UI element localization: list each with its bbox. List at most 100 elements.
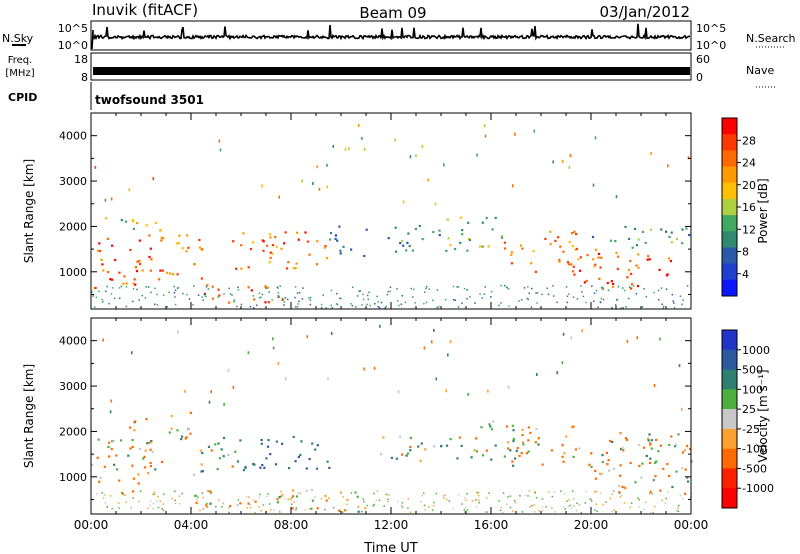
nave-tick-top: 60: [696, 53, 710, 66]
radar-cell: [508, 305, 510, 308]
radar-cell: [608, 469, 611, 472]
radar-cell: [134, 266, 137, 269]
radar-cell: [463, 287, 466, 290]
radar-cell: [111, 278, 114, 281]
radar-cell: [546, 287, 548, 289]
radar-cell: [679, 295, 682, 297]
radar-cell: [423, 346, 426, 350]
radar-cell: [294, 460, 297, 463]
radar-cell: [615, 304, 617, 306]
radar-cell: [444, 298, 447, 301]
radar-cell: [616, 267, 619, 270]
radar-cell: [552, 295, 555, 297]
radar-cell: [231, 465, 234, 468]
radar-cell: [501, 511, 504, 514]
radar-cell: [197, 496, 199, 498]
radar-cell: [248, 496, 250, 499]
radar-cell: [229, 293, 232, 295]
radar-cell: [521, 299, 523, 301]
radar-cell: [425, 285, 428, 288]
radar-cell: [489, 425, 492, 428]
radar-cell: [561, 361, 564, 365]
radar-cell: [389, 286, 392, 289]
radar-cell: [417, 445, 420, 448]
radar-cell: [659, 444, 662, 447]
radar-cell: [648, 433, 651, 436]
colorbar-segment: [722, 182, 737, 200]
radar-cell: [534, 491, 536, 493]
radar-cell: [297, 303, 299, 305]
radar-cell: [368, 291, 370, 294]
radar-cell: [521, 247, 524, 250]
radar-cell: [601, 460, 604, 464]
nsearch-label: N.Search: [746, 32, 796, 45]
radar-cell: [527, 286, 529, 288]
radar-cell: [602, 298, 605, 301]
radar-cell: [149, 461, 152, 464]
radar-cell: [660, 228, 663, 231]
radar-cell: [94, 165, 97, 169]
radar-cell: [666, 463, 669, 466]
radar-cell: [181, 492, 183, 495]
radar-cell: [215, 505, 217, 508]
radar-cell: [267, 439, 270, 442]
radar-cell: [525, 452, 528, 455]
radar-cell: [146, 442, 149, 445]
radar-cell: [162, 237, 165, 240]
radar-cell: [292, 435, 295, 438]
radar-cell: [151, 450, 154, 453]
radar-cell: [340, 297, 342, 300]
radar-cell: [209, 491, 213, 494]
radar-cell: [305, 467, 308, 470]
radar-cell: [641, 230, 644, 233]
radar-cell: [136, 288, 138, 291]
radar-cell: [586, 254, 589, 257]
radar-cell: [626, 339, 629, 343]
radar-cell: [354, 491, 357, 494]
radar-cell: [688, 233, 691, 237]
radar-cell: [275, 440, 278, 443]
radar-cell: [268, 503, 271, 505]
radar-cell: [647, 255, 650, 258]
radar-cell: [397, 390, 400, 394]
radar-cell: [505, 425, 509, 428]
radar-cell: [515, 449, 518, 453]
radar-cell: [629, 506, 632, 509]
radar-cell: [412, 288, 415, 291]
radar-cell: [322, 294, 324, 296]
radar-cell: [118, 271, 121, 274]
radar-cell: [421, 145, 424, 148]
radar-cell: [201, 451, 204, 455]
power-axes: 1000 2000 3000 4000: [59, 112, 692, 309]
power-data-layer: [91, 124, 691, 309]
beam-title: Beam 09: [359, 4, 426, 22]
radar-cell: [169, 272, 172, 275]
radar-cell: [408, 244, 411, 248]
radar-cell: [297, 455, 300, 459]
radar-cell: [589, 498, 592, 500]
radar-cell: [622, 307, 624, 309]
radar-cell: [571, 490, 574, 492]
radar-cell: [638, 443, 641, 447]
radar-cell: [607, 289, 610, 291]
radar-cell: [554, 511, 556, 513]
radar-cell: [316, 165, 318, 169]
radar-cell: [108, 441, 111, 444]
colorbar-tick-label: 100: [742, 383, 763, 396]
radar-cell: [457, 286, 460, 288]
radar-cell: [427, 178, 429, 182]
radar-cell: [430, 340, 433, 344]
radar-cell: [519, 495, 521, 497]
radar-cell: [536, 373, 538, 376]
radar-cell: [475, 450, 478, 453]
radar-cell: [571, 270, 575, 273]
radar-cell: [198, 238, 201, 242]
radar-cell: [630, 502, 633, 504]
radar-cell: [294, 267, 297, 270]
radar-cell: [567, 505, 570, 508]
radar-cell: [479, 293, 481, 295]
radar-cell: [199, 509, 201, 512]
radar-cell: [648, 461, 652, 464]
radar-cell: [649, 511, 652, 514]
radar-cell: [405, 249, 408, 252]
